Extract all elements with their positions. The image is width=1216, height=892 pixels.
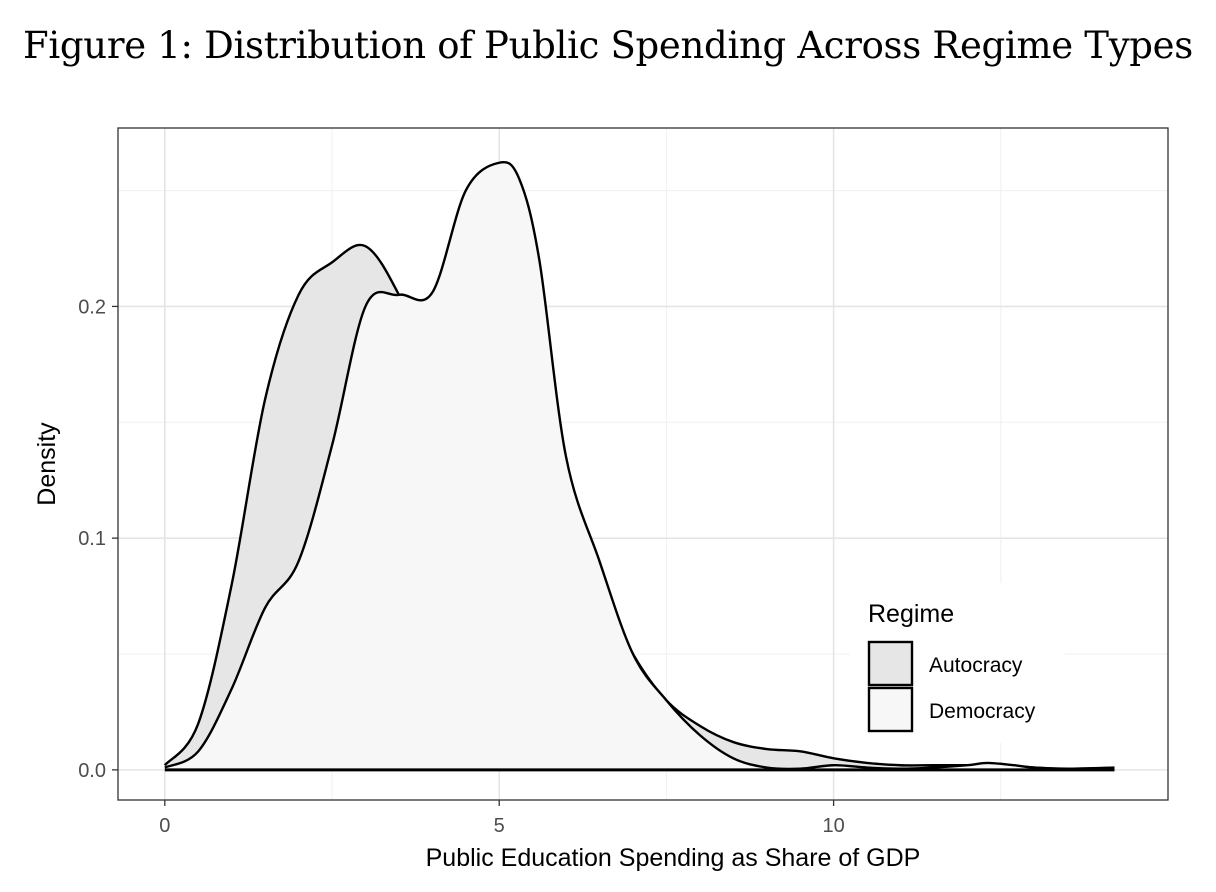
democracy-density-line: [164, 160, 1115, 771]
legend-key-autocracy: [867, 640, 914, 687]
legend-title: Regime: [868, 600, 954, 628]
democracy-density-area: [164, 162, 1115, 770]
x-axis-title: Public Education Spending as Share of GD…: [426, 844, 921, 872]
legend-label-autocracy: Autocracy: [929, 654, 1023, 677]
plot-panel-border: [117, 127, 1169, 801]
axes: 0 5 10 0.0 0.1 0.2 Public Education Spending a…: [33, 296, 920, 872]
x-tick-label: 5: [494, 815, 505, 837]
density-series: [163, 160, 1115, 772]
legend-label-democracy: Democracy: [929, 700, 1036, 723]
y-axis-title: Density: [33, 422, 61, 506]
legend: Regime Autocracy Democracy: [850, 583, 1065, 743]
figure-title: Figure 1: Distribution of Public Spendin…: [23, 24, 1193, 67]
x-tick-label: 0: [159, 815, 170, 837]
legend-key-democracy: [867, 686, 914, 733]
y-tick-label: 0.1: [78, 528, 106, 550]
y-tick-label: 0.2: [78, 296, 106, 318]
y-tick-label: 0.0: [78, 760, 106, 782]
x-tick-label: 10: [822, 815, 844, 837]
